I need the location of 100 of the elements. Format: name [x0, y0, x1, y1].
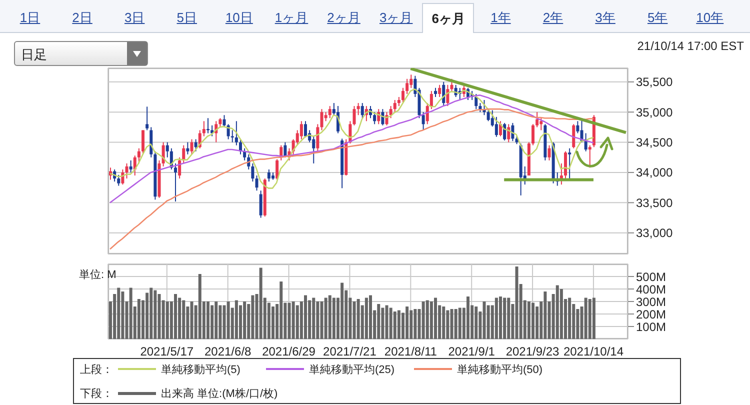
candlestick	[251, 162, 254, 182]
candlestick	[202, 120, 206, 137]
candlestick	[360, 102, 364, 119]
bar	[556, 285, 559, 339]
bar	[364, 298, 368, 339]
candlestick	[422, 112, 425, 131]
candlestick	[186, 142, 190, 155]
candlestick	[304, 120, 307, 138]
bar	[494, 298, 498, 339]
bar	[226, 302, 230, 339]
bar	[414, 309, 417, 339]
candlestick	[230, 130, 234, 143]
candlestick	[142, 130, 144, 155]
legend-label: 出来高 単位:(M株/口/枚)	[161, 386, 278, 400]
text: 5年	[647, 9, 668, 27]
candlestick	[532, 124, 534, 146]
bar	[117, 288, 120, 339]
y-tick-label: 33,500	[636, 196, 674, 210]
y-tick-label: 300M	[636, 294, 666, 309]
candlestick	[234, 120, 238, 146]
bar	[174, 294, 177, 339]
bar	[316, 302, 320, 339]
candlestick	[276, 158, 279, 180]
candlestick	[499, 120, 502, 137]
y-tick-label: 200M	[636, 307, 666, 322]
bar	[434, 298, 437, 339]
candlestick	[572, 124, 576, 149]
candlestick	[450, 78, 454, 92]
text: 3年	[595, 9, 616, 27]
x-tick-label: 2021/9/1	[448, 344, 496, 359]
bar	[377, 304, 380, 339]
bar	[158, 294, 161, 339]
y-tick-label: 34,000	[636, 166, 674, 180]
bar	[304, 295, 307, 339]
candlestick	[503, 122, 506, 141]
bar	[154, 290, 157, 339]
candlestick	[474, 93, 478, 110]
candlestick	[218, 118, 222, 128]
candlestick	[137, 148, 140, 164]
y-tick-label: 400M	[636, 282, 666, 296]
candlestick	[320, 108, 324, 131]
x-tick-label: 2021/10/14	[563, 344, 624, 359]
bar	[515, 266, 518, 339]
candlestick	[259, 190, 262, 218]
candlestick	[166, 142, 169, 158]
candlestick	[548, 144, 551, 161]
bar	[296, 305, 299, 339]
text: 1年	[490, 9, 511, 27]
candlestick	[540, 118, 543, 131]
bar	[389, 308, 392, 339]
x-tick-label: 2021/5/17	[140, 344, 194, 359]
bar	[251, 295, 254, 339]
candlestick	[243, 148, 246, 161]
x-tick-label: 2021/7/21	[323, 344, 377, 359]
bar	[214, 302, 218, 339]
bar	[234, 300, 238, 339]
text: 2年	[542, 9, 564, 27]
candlestick	[356, 102, 360, 116]
bar	[178, 298, 182, 339]
bar	[121, 292, 124, 339]
x-tick-label: 2021/9/23	[506, 344, 560, 359]
bar	[332, 298, 336, 339]
bar	[190, 302, 194, 339]
candlestick	[194, 138, 198, 152]
candlestick	[210, 124, 214, 137]
bar	[507, 298, 510, 339]
bar	[503, 298, 506, 339]
candlestick	[478, 102, 482, 113]
candlestick	[255, 174, 258, 192]
bar	[426, 300, 429, 339]
bar	[430, 302, 433, 339]
y-tick-label: 33,000	[636, 226, 674, 240]
candlestick	[568, 148, 572, 181]
x-tick-label: 2021/8/11	[384, 344, 438, 359]
legend-title: 下段：	[80, 386, 114, 400]
bar	[259, 268, 262, 339]
candlestick	[438, 84, 442, 98]
candlestick	[117, 174, 120, 186]
bar	[198, 274, 202, 339]
text: 6ヶ月	[432, 10, 465, 28]
candlestick	[389, 106, 392, 119]
candlestick	[316, 124, 320, 152]
bar	[406, 306, 409, 339]
bar	[499, 296, 502, 339]
bar	[393, 312, 396, 339]
bar	[466, 296, 470, 339]
x-tick-label: 2021/6/8	[204, 344, 252, 359]
y-tick-label: 35,500	[636, 75, 674, 90]
y-tick-label: 500M	[636, 270, 666, 284]
bar	[312, 298, 316, 339]
y-tick-label: 100M	[636, 320, 666, 334]
bar	[442, 306, 446, 339]
bar	[532, 302, 534, 339]
bar	[280, 282, 283, 339]
bar	[340, 282, 344, 339]
bar	[474, 306, 478, 339]
bar	[210, 305, 214, 339]
candlestick	[486, 108, 490, 122]
bar	[458, 308, 462, 339]
bar	[218, 305, 222, 339]
